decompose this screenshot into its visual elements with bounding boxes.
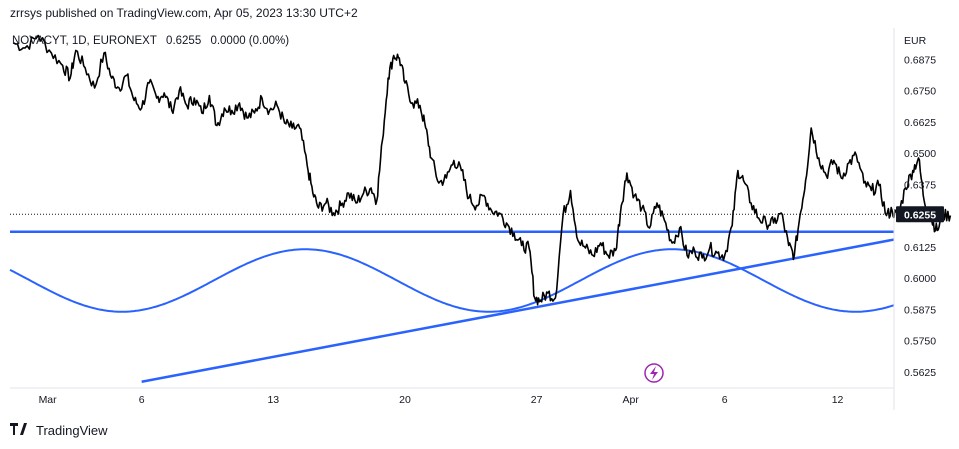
x-tick-label: Apr: [623, 394, 640, 406]
last-price-badge: [896, 206, 944, 223]
price-line: [13, 34, 952, 306]
currency-label: EUR: [904, 35, 927, 47]
last-price: 0.6255: [166, 35, 202, 47]
x-tick-label: 13: [267, 394, 279, 406]
tradingview-branding[interactable]: TradingView: [10, 419, 108, 438]
y-tick-label: 0.6875: [904, 54, 936, 66]
x-tick-label: 27: [531, 394, 543, 406]
x-tick-label: 6: [722, 394, 728, 406]
y-tick-label: 0.6625: [904, 117, 936, 129]
tv-logo-icon: [10, 419, 32, 438]
y-tick-label: 0.5750: [904, 336, 936, 348]
y-tick-label: 0.6125: [904, 242, 936, 254]
x-tick-label: 12: [832, 394, 844, 406]
y-tick-label: 0.6000: [904, 273, 936, 285]
trend-line-drawing: [141, 238, 895, 383]
chart-axes: 0.6875 0.6750 0.6625 0.6500 0.6375 0.6125 0.60…: [10, 28, 944, 410]
publish-header: zrrsys published on TradingView.com, Apr…: [10, 6, 358, 20]
x-tick-label: Mar: [39, 394, 58, 406]
symbol-name[interactable]: NOVACYT, 1D, EURONEXT: [12, 35, 157, 47]
price-series: [13, 34, 952, 306]
y-tick-label: 0.6375: [904, 179, 936, 191]
last-price-label: 0.6255: [904, 209, 936, 221]
lightning-event-icon[interactable]: [644, 363, 664, 383]
y-tick-label: 0.5625: [904, 367, 936, 379]
x-tick-label: 20: [399, 394, 411, 406]
brand-name: TradingView: [36, 422, 108, 438]
symbol-legend[interactable]: NOVACYT, 1D, EURONEXT 0.6255 0.0000 (0.0…: [12, 35, 295, 47]
price-change: 0.0000 (0.00%): [210, 35, 290, 47]
y-tick-label: 0.6750: [904, 86, 936, 98]
y-tick-label: 0.6500: [904, 148, 936, 160]
x-tick-label: 6: [139, 394, 145, 406]
y-tick-label: 0.5875: [904, 304, 936, 316]
sine-wave-drawing: [9, 248, 895, 313]
drawing-tools: [9, 230, 895, 383]
